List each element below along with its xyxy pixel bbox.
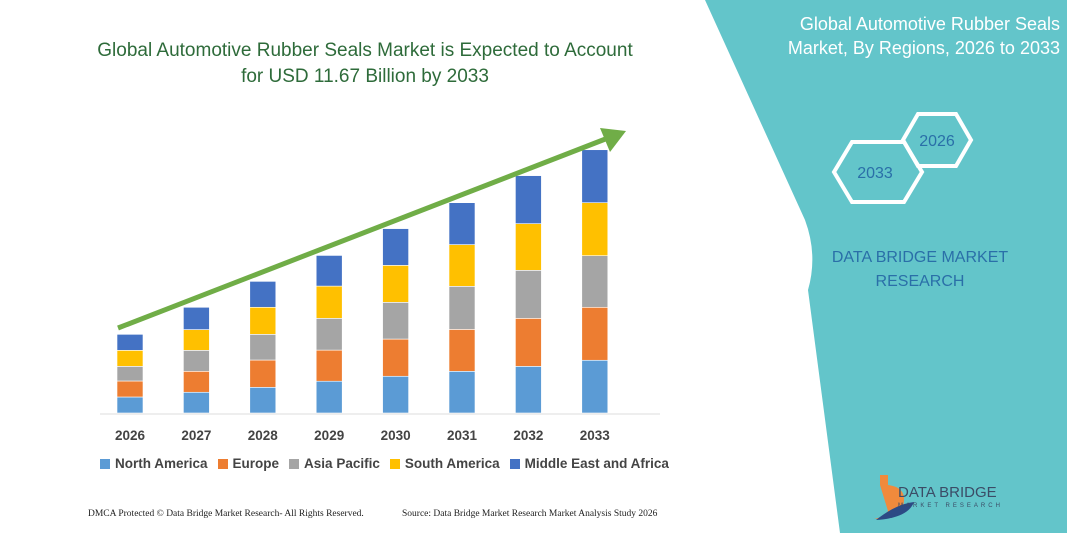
bar-segment [581,149,609,204]
trend-arrow [117,135,609,331]
x-tick-label: 2031 [447,428,478,443]
x-tick-label: 2033 [580,428,611,443]
bar-segment [581,306,609,361]
legend-label: South America [404,456,500,471]
x-tick-label: 2029 [314,428,344,443]
bar-segment [315,285,343,319]
legend-swatch [289,458,300,469]
hex-2026-label: 2026 [919,133,955,150]
bar-segment [581,202,609,256]
bar-segment [249,281,277,308]
bar-segment [382,338,409,377]
bar-segment [116,366,144,382]
legend: North America Europe Asia Pacific South Ame… [100,456,669,471]
bar-segment [249,387,277,414]
bar-segment [382,302,409,340]
bar-segment [515,318,542,367]
bar-segment [249,306,277,335]
legend-swatch [217,458,228,469]
footer-copyright: DMCA Protected © Data Bridge Market Rese… [88,509,364,519]
bar-segment [183,371,210,393]
bars [116,149,609,414]
legend-label: Europe [232,456,280,471]
logo-swoosh-icon [876,502,914,520]
logo-subtext: MARKET RESEARCH [898,503,1003,509]
bar-segment [515,175,542,224]
bar-segment [581,359,609,414]
bar-segment [581,255,609,308]
bar-segment [249,334,277,361]
legend-item: Asia Pacific [289,456,380,471]
bar-segment [448,244,476,287]
trend-arrow-head [600,128,626,152]
bar-segment [315,318,343,351]
legend-item: Middle East and Africa [509,456,669,471]
x-tick-label: 2030 [381,428,411,443]
brand-text: DATA BRIDGE MARKET RESEARCH [831,249,1009,290]
hex-2033 [831,140,925,204]
bar-segment [515,366,542,414]
bar-segment [183,391,210,414]
bar-segment [183,350,210,372]
bar-segment [515,223,542,271]
legend-label: Middle East and Africa [524,456,669,471]
bar-segment [315,255,343,287]
x-tick-label: 2027 [181,428,211,443]
bar-segment [116,380,144,398]
bar-segment [183,306,210,330]
legend-swatch [389,458,400,469]
footer-source: Source: Data Bridge Market Research Mark… [402,509,658,519]
bar-segment [515,270,542,319]
bar-segment [116,396,144,414]
bar-segment [382,265,409,303]
legend-swatch [509,458,520,469]
bar-segment [249,359,277,388]
bar-segment [448,286,476,330]
legend-label: Asia Pacific [304,456,380,471]
side-title: Global Automotive Rubber Seals Market, B… [787,14,1060,58]
legend-swatch [100,458,110,469]
bar-segment [116,350,144,367]
logo-text: DATA BRIDGE [898,484,997,501]
chart-title: Global Automotive Rubber Seals Market is… [97,40,633,87]
bar-segment [183,329,210,351]
hex-2033-label: 2033 [857,165,893,182]
bar-segment [315,380,343,414]
x-tick-label: 2028 [248,428,279,443]
bar-segment [116,334,144,351]
legend-item: Europe [217,456,280,471]
x-ticks: 2026 2027 2028 2029 2030 2031 2032 2033 [115,428,610,443]
bar-segment [448,202,476,245]
bar-segment [315,349,343,382]
x-tick-label: 2026 [115,428,146,443]
x-tick-label: 2032 [513,428,543,443]
bar-segment [382,375,409,414]
legend-item: North America [100,456,208,471]
bar-segment [448,329,476,372]
legend-item: South America [389,456,500,471]
side-panel [705,0,1067,533]
legend-label: North America [115,456,208,471]
bar-segment [382,228,409,266]
bar-segment [448,371,476,414]
